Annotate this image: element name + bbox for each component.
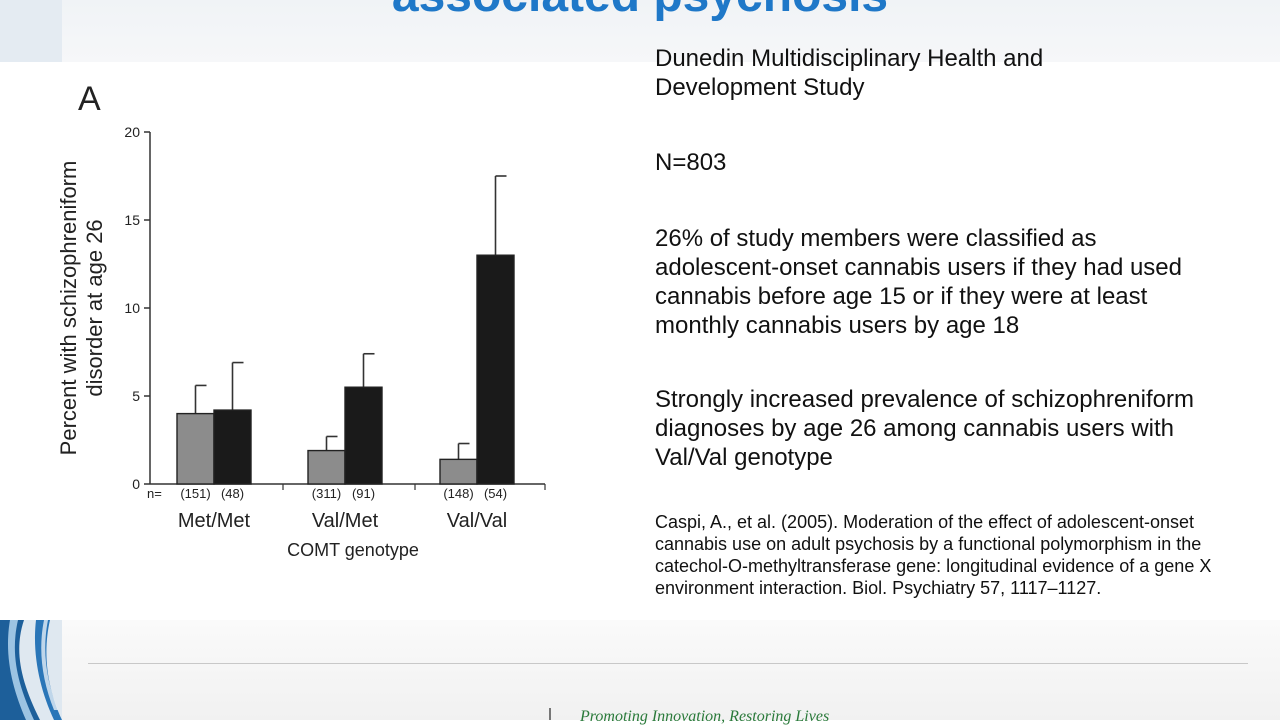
bar <box>307 449 346 485</box>
bar-chart: A Percent with schizophreniformdisorder … <box>56 80 546 560</box>
n-label: (54) <box>484 486 507 501</box>
slide-header-band <box>0 0 1280 62</box>
bar <box>476 254 515 485</box>
category-label: Val/Val <box>447 510 507 532</box>
n-label: (148) <box>443 486 473 501</box>
bar <box>344 386 383 485</box>
bar <box>439 458 478 485</box>
n-label: (151) <box>180 486 210 501</box>
figure-panel <box>0 62 640 620</box>
sample-size: N=803 <box>655 149 727 176</box>
y-tick-label: 0 <box>132 476 140 492</box>
n-label: (91) <box>352 486 375 501</box>
cannabis-users-definition: 26% of study members were classified as … <box>655 225 1183 339</box>
y-tick-label: 5 <box>132 388 140 404</box>
n-prefix-label: n= <box>147 486 162 501</box>
bar <box>213 409 252 485</box>
n-label: (311) <box>312 486 341 501</box>
citation: Caspi, A., et al. (2005). Moderation of … <box>655 512 1212 598</box>
wave-decoration-icon <box>0 620 62 720</box>
study-name: Dunedin Multidisciplinary Health and Dev… <box>655 45 1044 101</box>
bar <box>176 412 215 485</box>
footer-separator <box>549 708 551 720</box>
slide-footer-band <box>62 620 1280 720</box>
n-label: (48) <box>221 486 244 501</box>
y-axis-label: Percent with schizophreniformdisorder at… <box>56 161 107 456</box>
slide-title: associated psychosis <box>0 0 1280 24</box>
panel-label: A <box>78 80 101 118</box>
category-label: Val/Met <box>312 510 379 532</box>
footer-tagline: Promoting Innovation, Restoring Lives <box>580 708 830 725</box>
category-label: Met/Met <box>178 510 251 532</box>
y-tick-label: 15 <box>124 212 140 228</box>
y-tick-label: 20 <box>124 124 140 140</box>
footer-divider <box>88 663 1248 664</box>
y-tick-label: 10 <box>124 300 140 316</box>
key-finding: Strongly increased prevalence of schizop… <box>655 386 1194 471</box>
x-axis-label: COMT genotype <box>287 540 419 560</box>
